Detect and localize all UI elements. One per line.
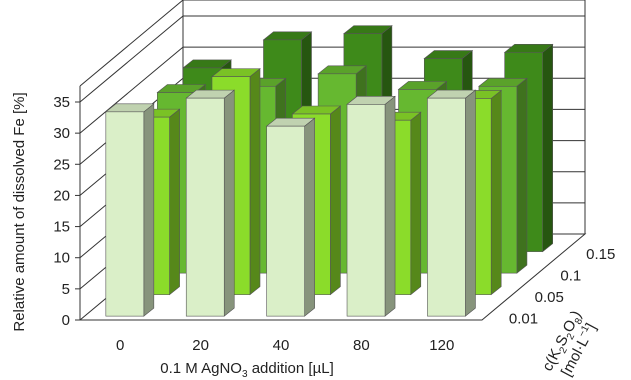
- depth-axis-tick-labels: 0.01 0.05 0.1 0.15: [509, 246, 615, 328]
- depth-axis-title: c(K2S2O8) [mol·L−1]: [539, 308, 600, 379]
- x-tick-label: 40: [273, 337, 290, 354]
- depth-tick-label: 0.1: [560, 267, 581, 284]
- bar-side-face: [410, 111, 422, 296]
- bar-side-face: [465, 89, 476, 317]
- x-tick-label: 20: [192, 337, 209, 354]
- bar-side-face: [384, 95, 396, 317]
- bar-side-face: [169, 108, 180, 296]
- x-tick-label: 80: [353, 337, 370, 354]
- y-tick-label: 10: [53, 250, 70, 267]
- bar: [426, 89, 477, 317]
- bar: [265, 117, 316, 317]
- x-axis-tick-labels: 0 20 40 80 120: [116, 337, 454, 354]
- depth-tick-label: 0.15: [586, 246, 615, 263]
- bar-front-face: [105, 111, 145, 317]
- y-tick-label: 30: [53, 125, 70, 142]
- y-axis-tick-labels: 0 5 10 15 20 25 30 35: [53, 94, 70, 329]
- bar: [346, 95, 396, 317]
- bar-side-face: [143, 103, 155, 317]
- y-tick-label: 25: [53, 156, 70, 173]
- x-tick-label: 120: [429, 337, 454, 354]
- bar-front-face: [185, 97, 225, 317]
- x-axis-title-subscript: 3: [242, 369, 248, 380]
- bar-front-face: [346, 104, 386, 317]
- y-tick-label: 15: [53, 219, 70, 236]
- bar-side-face: [490, 89, 502, 296]
- gridline: [79, 46, 585, 134]
- bar-side-face: [304, 117, 315, 317]
- depth-tick-label: 0.01: [509, 310, 538, 327]
- x-axis-title-suffix: addition [µL]: [248, 360, 334, 377]
- bar: [185, 89, 236, 317]
- bar-side-face: [223, 89, 235, 317]
- gridline: [79, 15, 585, 103]
- y-tick-label: 35: [53, 94, 70, 111]
- depth-tick-label: 0.05: [535, 289, 564, 306]
- chart-bars: [104, 25, 554, 317]
- bar-side-face: [249, 68, 261, 296]
- y-tick-label: 0: [62, 312, 70, 329]
- side-wall-top-edge: [79, 0, 184, 87]
- bar: [104, 103, 155, 317]
- y-tick-label: 20: [53, 187, 70, 204]
- bar-side-face: [516, 77, 528, 274]
- bar-side-face: [330, 105, 341, 296]
- x-axis-title-text: 0.1 M AgNO: [160, 360, 242, 377]
- y-tick-label: 5: [62, 281, 70, 298]
- x-tick-label: 0: [116, 337, 124, 354]
- bar-front-face: [427, 97, 466, 317]
- y-axis-title: Relative amount of dissolved Fe [%]: [11, 92, 28, 331]
- bar-side-face: [542, 43, 553, 253]
- x-axis-title: 0.1 M AgNO3 addition [µL]: [160, 360, 333, 380]
- bar-front-face: [266, 125, 305, 317]
